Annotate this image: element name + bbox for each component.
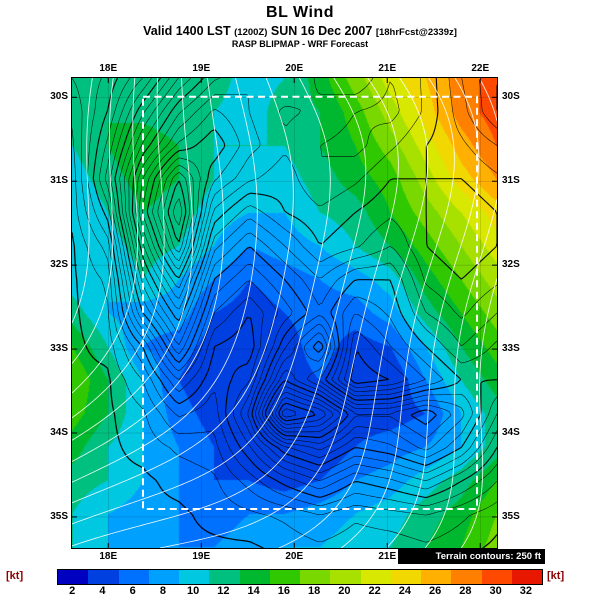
colorbar-tick: 18 (308, 585, 321, 597)
colorbar-tick: 6 (129, 585, 136, 597)
lon-label-top: 20E (285, 63, 304, 74)
lat-label-left: 35S (50, 510, 68, 522)
lon-label-top: 22E (471, 63, 490, 74)
colorbar-cell (481, 570, 512, 584)
lon-label-bottom: 18E (99, 551, 118, 562)
lon-label-top: 18E (99, 63, 118, 74)
lat-label-left: 34S (50, 427, 68, 439)
colorbar-tick: 16 (277, 585, 290, 597)
lat-label-left: 32S (50, 259, 68, 271)
unit-label-right: [kt] (547, 570, 565, 582)
lat-label-right: 32S (502, 259, 520, 271)
colorbar-tick: 20 (338, 585, 351, 597)
colorbar-cell (269, 570, 300, 584)
lat-label-left: 33S (50, 343, 68, 355)
colorbar-cell (179, 570, 210, 584)
colorbar-cell (511, 570, 542, 584)
valid-line: Valid 1400 LST (1200Z) SUN 16 Dec 2007 [… (0, 24, 600, 38)
colorbar-cell (148, 570, 179, 584)
lat-label-right: 34S (502, 427, 520, 439)
valid-zulu: (1200Z) (234, 27, 268, 38)
colorbar-tick: 12 (217, 585, 230, 597)
valid-date: SUN 16 Dec 2007 (270, 24, 373, 38)
colorbar-tick: 24 (398, 585, 411, 597)
lat-label-left: 30S (50, 91, 68, 103)
colorbar-cell (330, 570, 361, 584)
map-area (71, 77, 498, 549)
colorbar (57, 569, 543, 585)
wind-map-canvas (72, 78, 497, 548)
colorbar-tick: 8 (159, 585, 166, 597)
colorbar-tick: 10 (187, 585, 200, 597)
colorbar-cell (58, 570, 89, 584)
header: BL Wind Valid 1400 LST (1200Z) SUN 16 De… (0, 4, 600, 49)
lon-label-bottom: 21E (378, 551, 397, 562)
valid-prefix: Valid 1400 LST (143, 24, 231, 38)
lon-label-bottom: 20E (285, 551, 304, 562)
colorbar-tick: 32 (519, 585, 532, 597)
unit-label-left: [kt] (6, 570, 24, 582)
colorbar-cell (88, 570, 119, 584)
colorbar-tick: 22 (368, 585, 381, 597)
lat-label-right: 35S (502, 510, 520, 522)
lat-label-right: 33S (502, 343, 520, 355)
colorbar-cell (118, 570, 149, 584)
terrain-note: Terrain contours: 250 ft (398, 549, 545, 564)
lon-label-top: 21E (378, 63, 397, 74)
lat-label-right: 30S (502, 91, 520, 103)
colorbar-tick: 26 (429, 585, 442, 597)
colorbar-cell (421, 570, 452, 584)
colorbar-tick: 2 (69, 585, 76, 597)
colorbar-cell (451, 570, 482, 584)
fcst-note: [18hrFcst@2339z] (375, 27, 457, 38)
colorbar-tick: 4 (99, 585, 106, 597)
colorbar-cell (209, 570, 240, 584)
lat-label-right: 31S (502, 175, 520, 187)
model-line: RASP BLIPMAP - WRF Forecast (231, 39, 369, 49)
lon-label-bottom: 19E (192, 551, 211, 562)
colorbar-tick: 28 (459, 585, 472, 597)
colorbar-tick: 30 (489, 585, 502, 597)
colorbar-cell (239, 570, 270, 584)
colorbar-cell (390, 570, 421, 584)
lat-label-left: 31S (50, 175, 68, 187)
colorbar-cell (360, 570, 391, 584)
lon-label-top: 19E (192, 63, 211, 74)
colorbar-tick: 14 (247, 585, 260, 597)
colorbar-cell (300, 570, 331, 584)
page-title: BL Wind (266, 4, 334, 21)
